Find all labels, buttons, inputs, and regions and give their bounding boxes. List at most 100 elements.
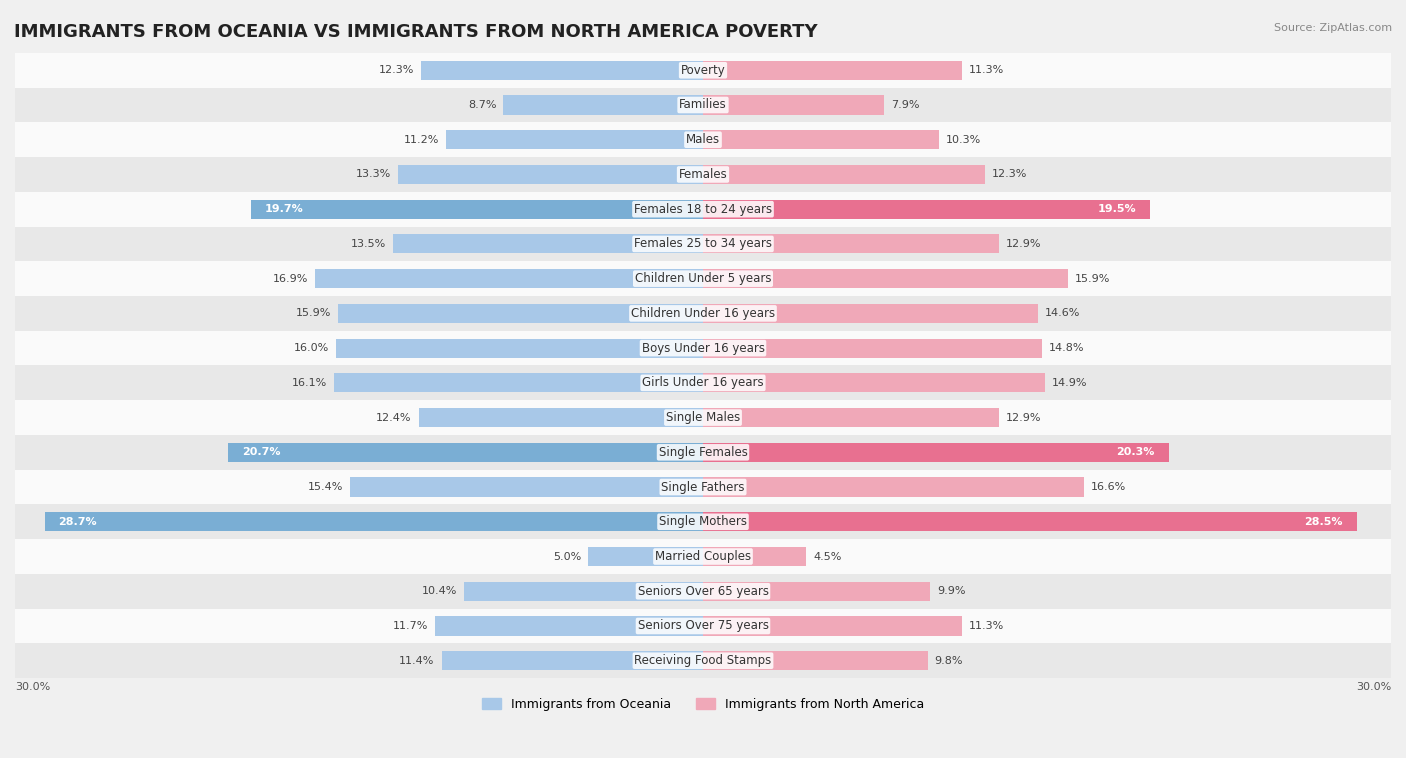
Text: 13.3%: 13.3% <box>356 170 391 180</box>
Text: 14.6%: 14.6% <box>1045 309 1080 318</box>
Bar <box>703 478 1084 496</box>
Bar <box>703 443 1168 462</box>
Bar <box>441 651 703 670</box>
Bar <box>703 96 884 114</box>
Bar <box>398 165 703 184</box>
Bar <box>15 330 1391 365</box>
Text: 13.5%: 13.5% <box>352 239 387 249</box>
Text: 4.5%: 4.5% <box>813 552 841 562</box>
Bar <box>703 130 939 149</box>
Bar <box>434 616 703 635</box>
Text: 28.5%: 28.5% <box>1305 517 1343 527</box>
Bar <box>15 227 1391 262</box>
Text: 12.9%: 12.9% <box>1005 239 1042 249</box>
Text: 30.0%: 30.0% <box>15 681 51 692</box>
Bar <box>394 234 703 253</box>
Bar <box>420 61 703 80</box>
Bar <box>15 365 1391 400</box>
Text: 12.3%: 12.3% <box>993 170 1028 180</box>
Text: Married Couples: Married Couples <box>655 550 751 563</box>
Text: 12.3%: 12.3% <box>378 65 413 75</box>
Text: Source: ZipAtlas.com: Source: ZipAtlas.com <box>1274 23 1392 33</box>
Text: 11.3%: 11.3% <box>969 621 1004 631</box>
Text: Single Females: Single Females <box>658 446 748 459</box>
Bar <box>15 53 1391 88</box>
Text: Females: Females <box>679 168 727 181</box>
Bar <box>15 88 1391 122</box>
Text: Females 18 to 24 years: Females 18 to 24 years <box>634 202 772 216</box>
Text: Single Males: Single Males <box>666 411 740 424</box>
Bar <box>15 192 1391 227</box>
Bar <box>703 304 1038 323</box>
Text: 30.0%: 30.0% <box>1355 681 1391 692</box>
Text: Girls Under 16 years: Girls Under 16 years <box>643 377 763 390</box>
Text: 15.4%: 15.4% <box>308 482 343 492</box>
Bar <box>15 157 1391 192</box>
Text: 16.0%: 16.0% <box>294 343 329 353</box>
Bar <box>339 304 703 323</box>
Text: Seniors Over 65 years: Seniors Over 65 years <box>637 584 769 598</box>
Bar <box>703 408 998 428</box>
Text: 15.9%: 15.9% <box>297 309 332 318</box>
Bar <box>45 512 703 531</box>
Text: 20.7%: 20.7% <box>242 447 281 457</box>
Text: Single Fathers: Single Fathers <box>661 481 745 493</box>
Text: Children Under 16 years: Children Under 16 years <box>631 307 775 320</box>
Bar <box>15 400 1391 435</box>
Text: 11.7%: 11.7% <box>392 621 427 631</box>
Text: Receiving Food Stamps: Receiving Food Stamps <box>634 654 772 667</box>
Text: Single Mothers: Single Mothers <box>659 515 747 528</box>
Text: 16.6%: 16.6% <box>1091 482 1126 492</box>
Text: 16.9%: 16.9% <box>273 274 308 283</box>
Text: Poverty: Poverty <box>681 64 725 77</box>
Legend: Immigrants from Oceania, Immigrants from North America: Immigrants from Oceania, Immigrants from… <box>477 693 929 716</box>
Bar <box>703 616 962 635</box>
Bar <box>228 443 703 462</box>
Bar <box>15 539 1391 574</box>
Text: 9.8%: 9.8% <box>935 656 963 666</box>
Text: Boys Under 16 years: Boys Under 16 years <box>641 342 765 355</box>
Text: 14.9%: 14.9% <box>1052 377 1087 388</box>
Bar <box>15 470 1391 504</box>
Text: 8.7%: 8.7% <box>468 100 496 110</box>
Text: 9.9%: 9.9% <box>936 586 966 597</box>
Bar <box>315 269 703 288</box>
Text: Seniors Over 75 years: Seniors Over 75 years <box>637 619 769 632</box>
Bar <box>15 435 1391 470</box>
Text: 28.7%: 28.7% <box>59 517 97 527</box>
Bar <box>703 269 1067 288</box>
Text: 11.3%: 11.3% <box>969 65 1004 75</box>
Text: 19.7%: 19.7% <box>264 204 304 215</box>
Text: 11.2%: 11.2% <box>404 135 439 145</box>
Text: Children Under 5 years: Children Under 5 years <box>634 272 772 285</box>
Bar <box>703 512 1357 531</box>
Bar <box>15 262 1391 296</box>
Bar <box>588 547 703 566</box>
Text: 11.4%: 11.4% <box>399 656 434 666</box>
Bar <box>703 581 929 601</box>
Bar <box>703 373 1045 393</box>
Bar <box>15 574 1391 609</box>
Bar <box>703 165 986 184</box>
Text: Families: Families <box>679 99 727 111</box>
Text: 10.4%: 10.4% <box>422 586 457 597</box>
Bar <box>15 122 1391 157</box>
Bar <box>703 339 1042 358</box>
Bar <box>419 408 703 428</box>
Text: Females 25 to 34 years: Females 25 to 34 years <box>634 237 772 250</box>
Text: 12.4%: 12.4% <box>377 412 412 422</box>
Text: 14.8%: 14.8% <box>1049 343 1085 353</box>
Text: 16.1%: 16.1% <box>291 377 326 388</box>
Bar <box>703 547 806 566</box>
Text: 12.9%: 12.9% <box>1005 412 1042 422</box>
Bar <box>252 199 703 219</box>
Bar <box>464 581 703 601</box>
Text: 10.3%: 10.3% <box>946 135 981 145</box>
Text: Males: Males <box>686 133 720 146</box>
Bar <box>15 644 1391 678</box>
Bar <box>15 296 1391 330</box>
Bar <box>333 373 703 393</box>
Bar <box>703 199 1150 219</box>
Text: 5.0%: 5.0% <box>553 552 582 562</box>
Bar <box>350 478 703 496</box>
